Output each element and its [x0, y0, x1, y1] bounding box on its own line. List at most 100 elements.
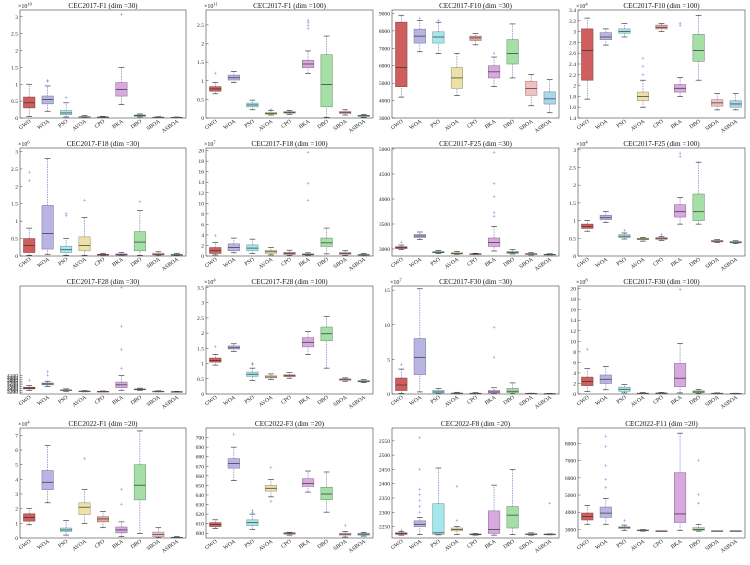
y-tick-label: 18	[198, 159, 204, 165]
box-iqr	[41, 470, 54, 490]
y-tick-label: 2.5	[11, 32, 18, 38]
x-tick-label: GWO	[204, 257, 218, 270]
box-bka: ++	[674, 151, 687, 225]
subplot-15: CEC2022-F8 (dim =20) 2250 2300 2350 2400 2450…	[379, 420, 560, 555]
subplot-title: CEC2017-F1 (dim =100)	[253, 2, 326, 10]
x-tick-label: CPO	[466, 395, 478, 406]
x-tick-label: DBO	[130, 257, 143, 269]
x-tick-label: AVOA	[72, 395, 88, 409]
x-tick-label: SBOA	[333, 539, 349, 552]
outlier-point: +	[306, 151, 310, 157]
y-tick-label: 0	[201, 254, 204, 260]
box-bka: + + +	[302, 151, 315, 256]
outlier-point: +	[28, 170, 32, 176]
y-tick-label: 5	[387, 357, 390, 363]
x-tick-label: CPO	[652, 539, 664, 550]
y-tick-label: 2.8	[569, 40, 576, 46]
outlier-point: +	[548, 502, 552, 508]
box-dbo	[692, 15, 705, 81]
outlier-point: +	[604, 486, 608, 492]
y-tick-label: 1.4	[569, 116, 576, 122]
x-tick-label: CPO	[94, 257, 106, 268]
box-avoa	[450, 251, 463, 255]
box-iqr	[133, 464, 146, 501]
y-tick-label: 9000	[379, 11, 390, 17]
outlier-point: +	[678, 22, 682, 28]
x-tick-label: PSO	[244, 395, 256, 406]
outlier-point: +	[28, 179, 32, 185]
plot-frame	[577, 147, 746, 257]
box-woa	[599, 28, 612, 46]
y-tick-label: 5	[15, 463, 18, 469]
x-tick-label: BKA	[484, 395, 497, 407]
x-tick-label: GWO	[18, 257, 32, 270]
box-bka	[115, 252, 128, 256]
box-iqr	[469, 35, 482, 41]
y-tick-label: 3200	[7, 390, 18, 396]
box-iqr	[599, 32, 612, 41]
y-tick-label: 2.5	[197, 316, 204, 322]
outlier-point: +	[697, 459, 701, 465]
box-bka: +	[488, 52, 501, 87]
y-tick-label: 4100	[7, 374, 18, 380]
outlier-point: +	[400, 529, 404, 535]
y-tick-label: 0	[15, 254, 18, 260]
box-bka: ++	[488, 326, 501, 394]
box-iqr	[209, 357, 222, 363]
box-gwo: +	[23, 378, 36, 391]
y-tick-label: 1	[201, 79, 204, 85]
axis-exponent: ×104	[18, 420, 30, 429]
box-iqr	[413, 338, 426, 375]
y-tick-label: 2	[15, 49, 18, 55]
x-tick-label: SBOA	[705, 395, 721, 408]
box-sboa	[711, 93, 724, 111]
y-tick-label: 670	[196, 464, 205, 470]
x-tick-label: WOA	[36, 395, 50, 408]
outlier-point: +	[343, 524, 347, 530]
x-tick-label: ASBOA	[348, 257, 367, 273]
axis-exponent: ×104	[576, 2, 588, 11]
x-tick-label: ASBOA	[348, 395, 367, 411]
outlier-point: +	[586, 348, 590, 354]
box-iqr	[432, 31, 445, 44]
x-tick-label: SBOA	[705, 539, 721, 552]
x-tick-label: AVOA	[72, 257, 88, 271]
box-pso: +	[618, 229, 631, 240]
plot-frame	[19, 285, 187, 395]
subplot-title: CEC2022-F3 (dim =20)	[255, 420, 325, 428]
plot-frame	[205, 427, 374, 539]
box-avoa	[636, 392, 649, 395]
y-tick-label: 0	[573, 254, 576, 260]
x-tick-label: DBO	[130, 119, 143, 131]
box-cpo: +	[655, 233, 668, 241]
subplot-1: CEC2017-F1 (dim =30) ×1010 0 0.5 1 1.5 2 2.5 3 GW…	[11, 2, 187, 135]
x-tick-label: GWO	[390, 119, 404, 132]
y-tick-label: 2400	[379, 482, 390, 488]
box-iqr	[432, 503, 445, 535]
x-tick-label: ASBOA	[161, 119, 180, 135]
x-tick-label: ASBOA	[161, 395, 180, 411]
outlier-point: +	[269, 466, 273, 472]
outlier-point: +	[437, 18, 441, 24]
y-tick-label: 5000	[379, 81, 390, 87]
y-tick-label: 660	[196, 474, 205, 480]
subplot-title: CEC2017-F18 (dim =100)	[251, 140, 328, 148]
x-tick-label: BKA	[670, 539, 683, 551]
y-tick-label: 0	[201, 392, 204, 398]
y-tick-label: 20	[198, 149, 204, 155]
box-woa	[41, 445, 54, 504]
x-tick-label: AVOA	[258, 257, 274, 271]
y-tick-label: 0.5	[197, 377, 204, 383]
box-dbo	[692, 388, 705, 394]
box-dbo	[506, 249, 519, 255]
y-tick-label: 3.2	[569, 19, 576, 25]
subplot-title: CEC2022-F1 (dim =20)	[68, 420, 138, 428]
outlier-point: +	[604, 435, 608, 441]
box-asboa	[357, 379, 370, 384]
box-bka: +++++	[488, 151, 501, 252]
x-tick-label: WOA	[409, 395, 423, 408]
y-tick-label: 2	[573, 381, 576, 387]
box-dbo	[320, 227, 333, 255]
x-tick-label: ASBOA	[534, 119, 553, 135]
y-tick-label: 12	[198, 191, 204, 197]
